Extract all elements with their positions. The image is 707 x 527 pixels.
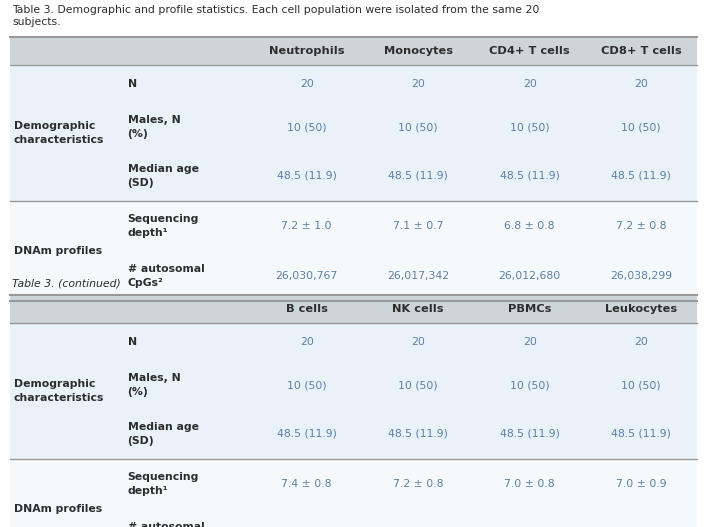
Text: 7.4 ± 0.8: 7.4 ± 0.8 (281, 479, 332, 489)
Text: 6.8 ± 0.8: 6.8 ± 0.8 (505, 221, 555, 231)
Text: 10 (50): 10 (50) (399, 122, 438, 132)
Text: Demographic
characteristics: Demographic characteristics (14, 121, 105, 144)
Text: N: N (127, 337, 136, 347)
Bar (10, 509, 697, 527)
Text: 10 (50): 10 (50) (621, 122, 661, 132)
Text: 26,038,299: 26,038,299 (610, 271, 672, 281)
Bar (10, 295, 697, 323)
Text: B cells: B cells (286, 304, 327, 314)
Text: 48.5 (11.9): 48.5 (11.9) (388, 171, 448, 181)
Text: Table 3. (continued): Table 3. (continued) (12, 279, 121, 289)
Text: Males, N
(%): Males, N (%) (127, 374, 180, 397)
Text: 26,030,767: 26,030,767 (276, 271, 338, 281)
Bar (10, 201, 697, 251)
Text: 26,012,680: 26,012,680 (498, 271, 561, 281)
Text: CD8+ T cells: CD8+ T cells (601, 46, 682, 56)
Text: 7.2 ± 1.0: 7.2 ± 1.0 (281, 221, 332, 231)
Text: N: N (127, 79, 136, 89)
Text: Median age
(SD): Median age (SD) (127, 164, 199, 188)
Bar (10, 103, 697, 151)
Text: 20: 20 (634, 79, 648, 89)
Bar (10, 251, 697, 301)
Text: 48.5 (11.9): 48.5 (11.9) (388, 429, 448, 439)
Text: CD4+ T cells: CD4+ T cells (489, 46, 570, 56)
Text: Neutrophils: Neutrophils (269, 46, 344, 56)
Text: Monocytes: Monocytes (384, 46, 452, 56)
Text: # autosomal
CpGs²: # autosomal CpGs² (127, 522, 204, 527)
Text: 10 (50): 10 (50) (287, 122, 327, 132)
Text: 48.5 (11.9): 48.5 (11.9) (500, 171, 560, 181)
Text: 20: 20 (634, 337, 648, 347)
Text: NK cells: NK cells (392, 304, 444, 314)
Bar (10, 37, 697, 65)
Text: 10 (50): 10 (50) (399, 380, 438, 390)
Text: 10 (50): 10 (50) (510, 380, 549, 390)
Text: 10 (50): 10 (50) (621, 380, 661, 390)
Text: 20: 20 (411, 79, 425, 89)
Text: Sequencing
depth¹: Sequencing depth¹ (127, 214, 199, 238)
Text: 48.5 (11.9): 48.5 (11.9) (612, 171, 671, 181)
Text: 10 (50): 10 (50) (510, 122, 549, 132)
Text: 20: 20 (522, 337, 537, 347)
Bar (10, 361, 697, 409)
Text: 48.5 (11.9): 48.5 (11.9) (500, 429, 560, 439)
Text: 48.5 (11.9): 48.5 (11.9) (612, 429, 671, 439)
Text: 7.0 ± 0.9: 7.0 ± 0.9 (616, 479, 667, 489)
Text: PBMCs: PBMCs (508, 304, 551, 314)
Text: Males, N
(%): Males, N (%) (127, 115, 180, 139)
Bar (10, 409, 697, 459)
Text: DNAm profiles: DNAm profiles (14, 246, 102, 256)
Text: 7.2 ± 0.8: 7.2 ± 0.8 (393, 479, 443, 489)
Text: Median age
(SD): Median age (SD) (127, 423, 199, 446)
Text: 7.1 ± 0.7: 7.1 ± 0.7 (393, 221, 443, 231)
Text: 10 (50): 10 (50) (287, 380, 327, 390)
Text: 7.2 ± 0.8: 7.2 ± 0.8 (616, 221, 667, 231)
Text: Sequencing
depth¹: Sequencing depth¹ (127, 472, 199, 495)
Bar (10, 65, 697, 103)
Bar (10, 323, 697, 361)
Text: Demographic
characteristics: Demographic characteristics (14, 379, 105, 403)
Text: 26,017,342: 26,017,342 (387, 271, 449, 281)
Text: # autosomal
CpGs²: # autosomal CpGs² (127, 265, 204, 288)
Text: 20: 20 (522, 79, 537, 89)
Bar (10, 459, 697, 509)
Text: 48.5 (11.9): 48.5 (11.9) (276, 171, 337, 181)
Text: 48.5 (11.9): 48.5 (11.9) (276, 429, 337, 439)
Text: 7.0 ± 0.8: 7.0 ± 0.8 (504, 479, 555, 489)
Text: 20: 20 (411, 337, 425, 347)
Text: 20: 20 (300, 337, 314, 347)
Text: Leukocytes: Leukocytes (605, 304, 677, 314)
Bar (10, 151, 697, 201)
Text: Table 3. Demographic and profile statistics. Each cell population were isolated : Table 3. Demographic and profile statist… (12, 5, 539, 26)
Text: 20: 20 (300, 79, 314, 89)
Text: DNAm profiles: DNAm profiles (14, 504, 102, 514)
